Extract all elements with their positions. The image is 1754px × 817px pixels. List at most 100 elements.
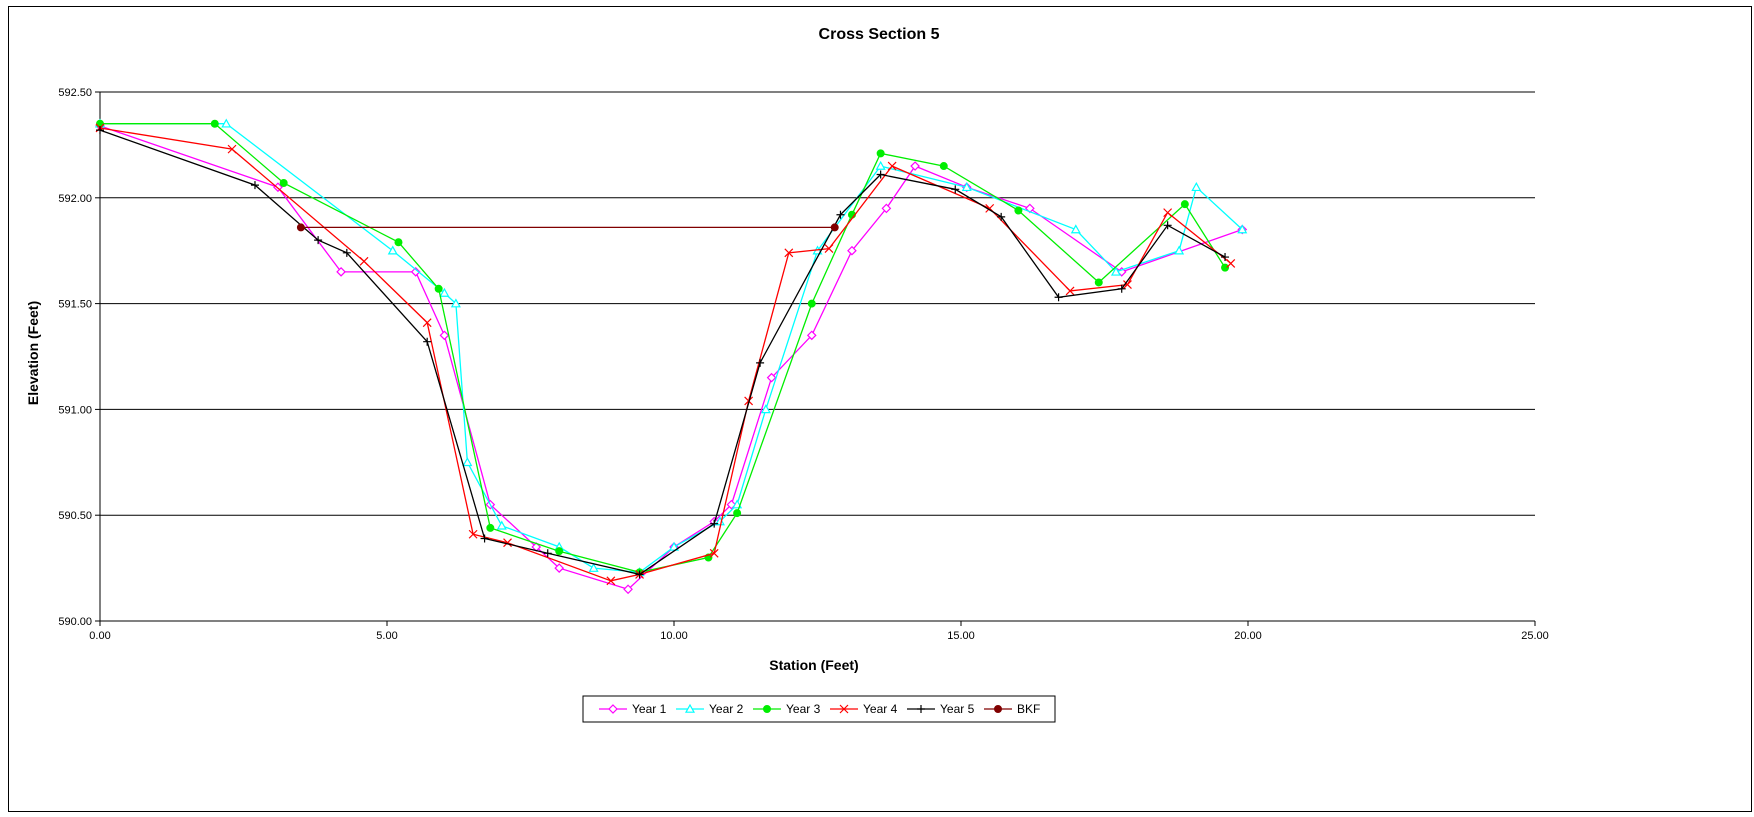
data-point-year-1 [806,330,817,341]
data-point-year-5 [423,337,432,346]
data-point-year-5 [1054,293,1063,302]
data-point-year-5 [756,358,765,367]
y-tick-label: 591.50 [58,299,92,311]
y-tick-label: 591.00 [58,404,92,416]
legend-label-year-2: Year 2 [709,702,744,716]
legend: Year 1 Year 2 Year 3 Year 4 Year 5 BKF [582,695,1056,723]
y-tick-label: 592.00 [58,193,92,205]
data-point-year-5 [1163,221,1172,230]
data-point-year-5 [250,181,259,190]
y-tick-label: 590.00 [58,616,92,628]
data-point-year-2 [496,520,507,530]
data-point-year-1 [410,267,421,277]
data-point-year-5 [635,570,644,579]
data-point-year-4 [1123,280,1132,289]
data-point-year-5 [1221,253,1230,262]
data-point-year-3 [210,119,219,128]
grid-lines [95,91,1535,622]
data-point-year-4 [1163,208,1173,218]
data-point-year-2 [439,287,450,297]
data-point-year-2 [1237,224,1248,234]
data-point-year-3 [733,509,742,518]
x-tick-label: 0.00 [89,630,110,642]
legend-label-year-3: Year 3 [786,702,821,716]
bottom-strip [0,812,1754,817]
plot-series [94,118,1248,595]
chart-svg: Cross Section 5 590.00 590.50 591.00 591.50… [25,26,1549,723]
legend-label-year-5: Year 5 [940,702,975,716]
legend-item-year-1: Year 1 [599,702,667,716]
data-point-year-2 [875,160,886,170]
data-point-year-4 [359,256,369,266]
data-point-year-5 [342,248,351,257]
data-point-year-1 [847,245,857,256]
data-point-year-5 [710,519,719,528]
data-point-year-3 [279,178,288,187]
series-line-year-4 [99,127,1232,582]
data-point-year-3 [555,547,564,556]
data-point-year-2 [1174,245,1185,255]
data-point-year-2 [1070,224,1081,234]
data-point-year-3 [876,149,885,158]
data-point-year-1 [623,584,633,595]
legend-box [582,695,1056,723]
data-point-year-2 [668,541,680,551]
legend-marker-bkf [994,705,1002,713]
data-point-year-3 [394,238,403,247]
series-year-3 [96,119,1230,577]
legend-marker-year-4 [839,704,849,714]
data-point-year-5 [96,126,104,135]
legend-marker-year-1 [608,704,618,714]
data-point-year-2 [221,118,232,128]
data-point-year-3 [939,162,948,171]
x-axis-title: Station (Feet) [769,657,858,673]
data-point-year-4 [1065,286,1075,296]
data-point-year-4 [422,318,432,328]
x-tick-label: 25.00 [1521,630,1549,642]
data-point-year-4 [468,529,478,539]
x-tick-labels: 0.00 5.00 10.00 15.00 20.00 25.00 [89,630,1548,642]
data-point-year-4 [606,576,616,586]
data-point-year-4 [1226,258,1236,268]
data-point-year-4 [709,548,719,558]
data-point-year-3 [1180,200,1189,209]
data-point-year-2 [450,298,461,308]
series-year-2 [94,118,1248,577]
data-point-year-2 [588,562,599,572]
data-point-year-5 [997,212,1006,221]
legend-marker-year-5 [917,705,925,713]
data-point-year-3 [486,523,495,532]
data-point-year-2 [462,457,473,467]
data-point-year-5 [1117,284,1126,293]
data-point-year-5 [836,210,845,219]
data-point-bkf [296,223,305,232]
legend-label-year-1: Year 1 [632,702,667,716]
axes [99,92,1536,626]
data-point-year-5 [314,236,323,245]
data-point-year-5 [951,185,960,194]
series-year-1 [95,121,1248,595]
y-tick-labels: 590.00 590.50 591.00 591.50 592.00 592.50 [58,87,92,628]
data-point-year-1 [336,267,346,277]
x-tick-label: 20.00 [1234,630,1262,642]
data-point-year-2 [760,404,771,414]
data-point-year-2 [961,181,972,192]
data-point-year-4 [227,144,237,154]
x-tick-label: 10.00 [660,630,688,642]
legend-marker-year-3 [763,705,771,713]
chart-title: Cross Section 5 [819,26,940,43]
y-axis-title: Elevation (Feet) [25,301,41,405]
series-line-year-3 [100,123,1226,573]
data-point-year-5 [543,549,552,558]
series-bkf [296,223,839,232]
data-point-year-1 [554,563,565,573]
legend-item-bkf: BKF [984,702,1040,716]
data-point-year-1 [910,161,920,171]
data-point-year-4 [824,244,834,254]
x-tick-label: 5.00 [376,630,397,642]
legend-marker-year-2 [684,703,696,713]
data-point-year-2 [1191,181,1202,192]
data-point-year-1 [766,372,777,383]
legend-label-bkf: BKF [1017,702,1040,716]
series-line-year-5 [99,129,1226,576]
